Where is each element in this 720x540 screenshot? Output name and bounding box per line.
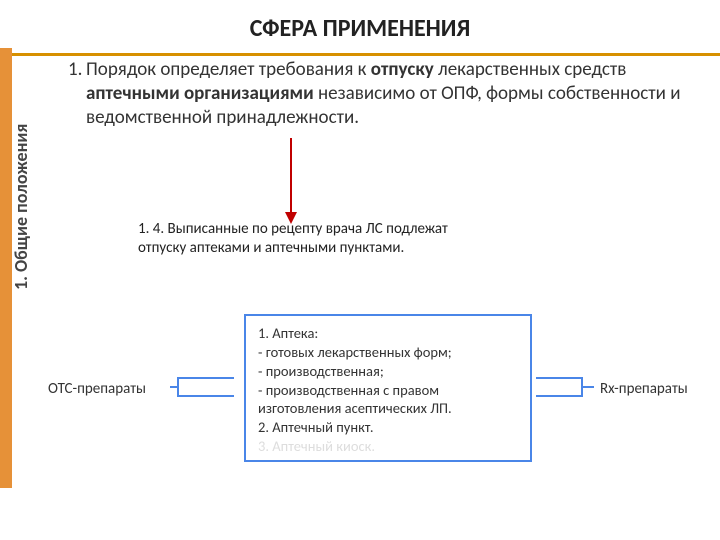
- cb-line4: - производственная с правом изготовления…: [258, 381, 518, 419]
- cb-line1: 1. Аптека:: [258, 324, 518, 343]
- cb-line6: 3. Аптечный киоск.: [258, 437, 518, 456]
- para1-b1: отпуску: [371, 58, 434, 81]
- paragraph-1: 1. Порядок определяет требования к отпус…: [52, 58, 712, 129]
- title-underline: [0, 53, 720, 56]
- cb-line5: 2. Аптечный пункт.: [258, 418, 518, 437]
- connector-left-icon: [170, 376, 242, 398]
- page-title: СФЕРА ПРИМЕНЕНИЯ: [0, 0, 720, 53]
- clause-1-4: 1. 4. Выписанные по рецепту врача ЛС под…: [138, 220, 482, 258]
- cb-line2: - готовых лекарственных форм;: [258, 343, 518, 362]
- para1-number: 1.: [68, 58, 82, 82]
- cb-line3: - производственная;: [258, 362, 518, 381]
- para1-b2: аптечными организациями: [86, 82, 314, 105]
- rx-label: Rx-препараты: [600, 380, 688, 398]
- otc-label: ОТС-препараты: [48, 380, 146, 398]
- para1-t1: Порядок определяет требования к: [86, 58, 371, 81]
- arrow-down-icon: [290, 138, 292, 218]
- main-content: 1. Порядок определяет требования к отпус…: [52, 58, 712, 129]
- sidebar-label: 1. Общие положения: [10, 124, 32, 290]
- center-box: 1. Аптека: - готовых лекарственных форм;…: [244, 314, 532, 462]
- para1-t2: лекарственных средств: [434, 58, 627, 81]
- connector-right-icon: [536, 376, 594, 398]
